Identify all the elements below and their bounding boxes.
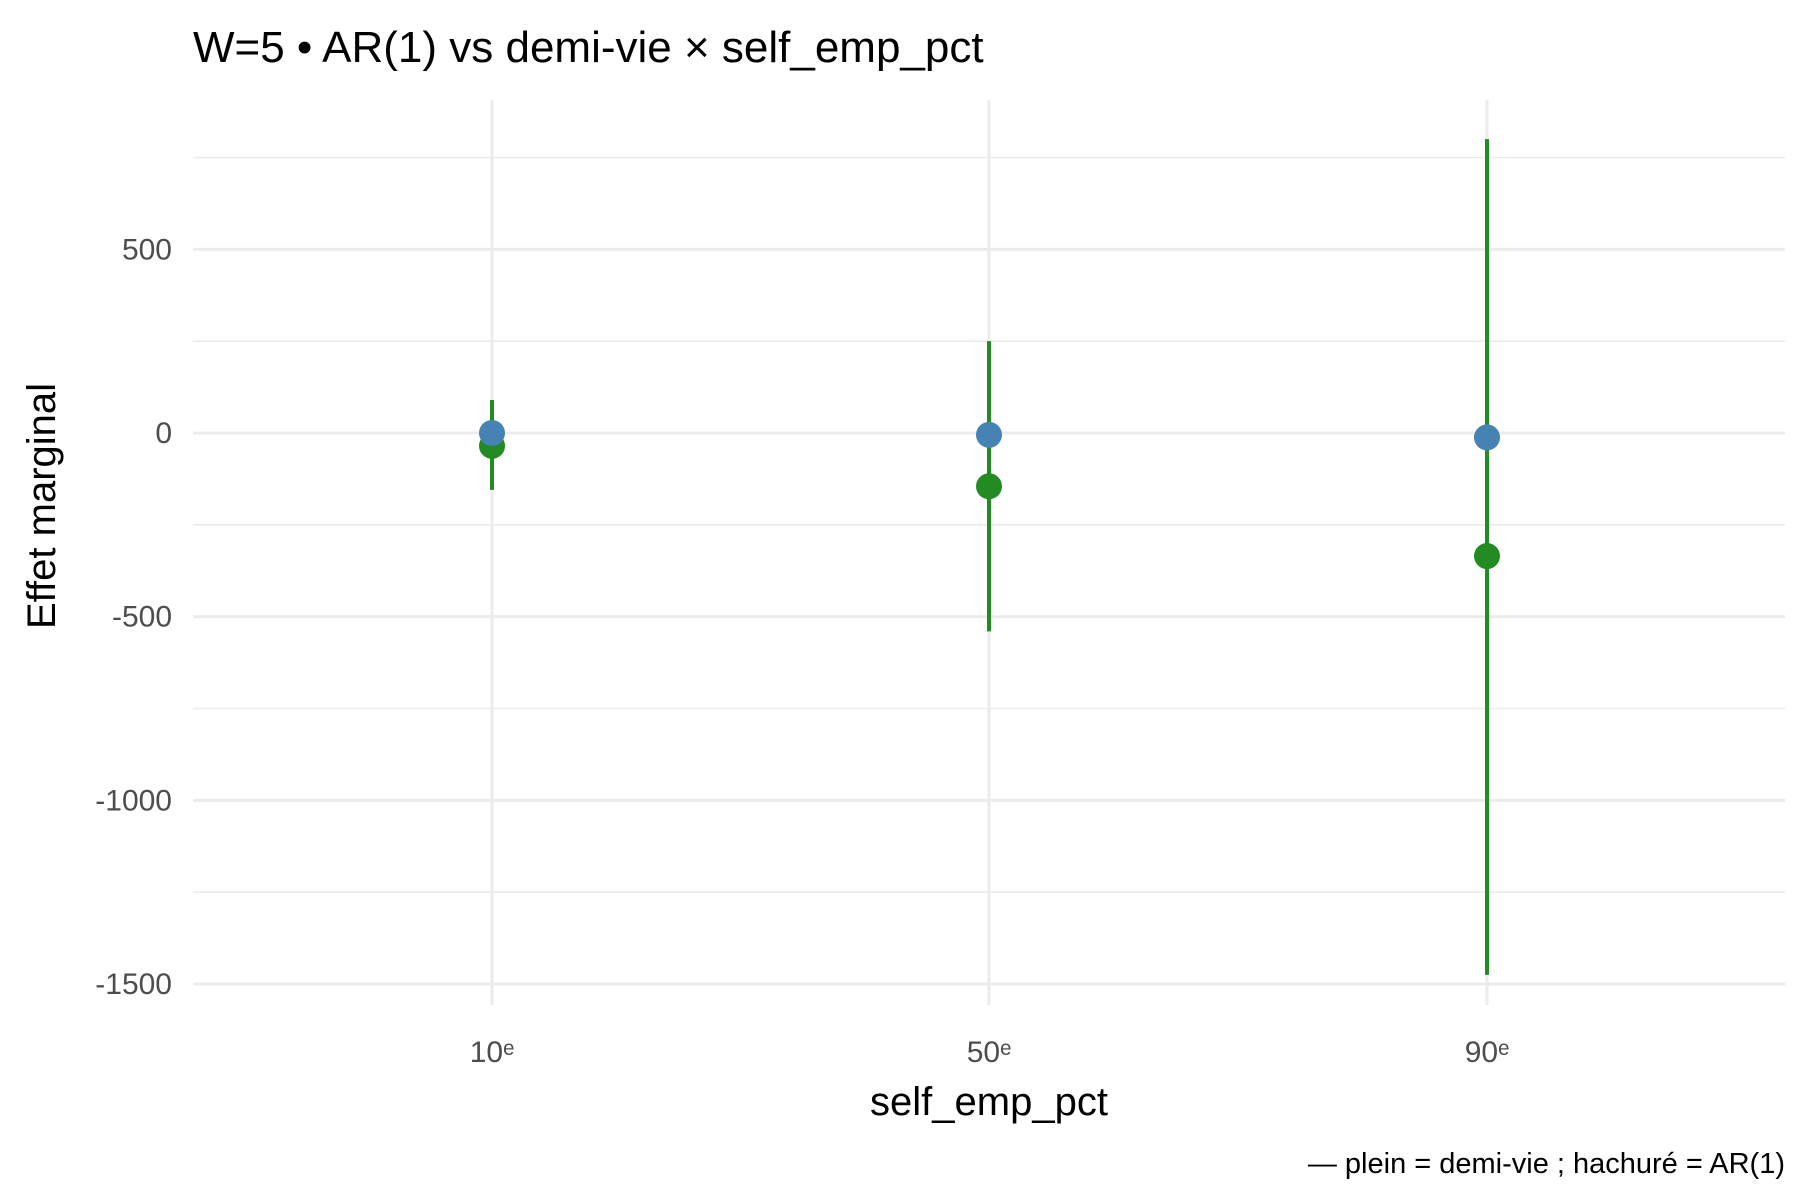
y-tick-label: 500 [122, 233, 172, 266]
plot-marks [479, 139, 1500, 975]
y-tick-labels: 500 0 -500 -1000 -1500 [95, 233, 172, 1001]
data-point [976, 473, 1002, 500]
data-point [1474, 424, 1500, 451]
y-tick-label: -500 [112, 601, 172, 634]
chart-title: W=5 • AR(1) vs demi-vie × self_emp_pct [193, 23, 984, 72]
x-axis-title: self_emp_pct [870, 1080, 1108, 1124]
data-point [479, 420, 505, 446]
y-tick-label: -1000 [95, 784, 172, 817]
x-tick-label: 90ᵉ [1465, 1036, 1510, 1069]
data-point [976, 421, 1002, 448]
y-tick-label: 0 [155, 417, 172, 450]
x-tick-label: 10ᵉ [470, 1036, 515, 1069]
x-tick-labels: 10ᵉ 50ᵉ 90ᵉ [470, 1036, 1510, 1069]
data-point [1474, 543, 1500, 570]
x-tick-label: 50ᵉ [967, 1036, 1012, 1069]
y-tick-label: -1500 [95, 968, 172, 1001]
y-axis-title: Effet marginal [20, 383, 64, 629]
chart-caption: — plein = demi-vie ; hachuré = AR(1) [1308, 1148, 1785, 1180]
